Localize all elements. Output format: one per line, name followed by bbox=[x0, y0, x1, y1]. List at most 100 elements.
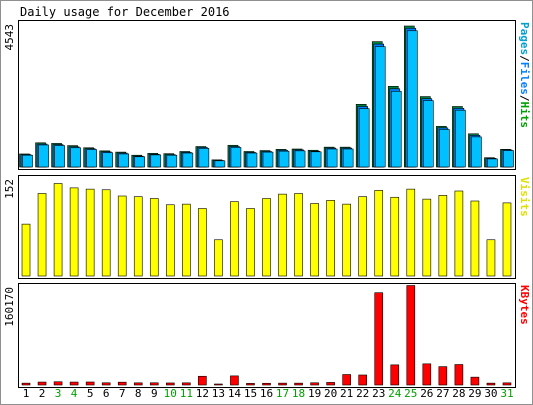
panel-visits: 152 Visits bbox=[3, 175, 531, 279]
x-tick-label-day-19: 19 bbox=[308, 387, 321, 400]
bar-visits-visits-day-17 bbox=[278, 193, 287, 277]
bar-kbytes-kbytes-day-10 bbox=[166, 382, 175, 386]
x-tick-label-day-5: 5 bbox=[87, 387, 94, 400]
bar-visits-visits-day-11 bbox=[182, 203, 191, 277]
bar-hits-pages-day-15 bbox=[246, 152, 258, 168]
bar-kbytes-kbytes-day-3 bbox=[53, 381, 63, 386]
x-tick-label-day-15: 15 bbox=[244, 387, 257, 400]
x-tick-label-day-4: 4 bbox=[71, 387, 78, 400]
x-tick-label-day-30: 30 bbox=[484, 387, 497, 400]
bar-hits-pages-day-3 bbox=[54, 145, 65, 168]
bar-kbytes-kbytes-day-31 bbox=[502, 382, 512, 386]
bar-visits-visits-day-16 bbox=[262, 198, 271, 277]
bar-kbytes-kbytes-day-24 bbox=[390, 364, 400, 386]
bar-visits-visits-day-15 bbox=[246, 208, 255, 277]
bar-visits-visits-day-29 bbox=[470, 200, 480, 277]
bar-visits-visits-day-13 bbox=[214, 239, 223, 277]
x-tick-label-day-9: 9 bbox=[151, 387, 158, 400]
bar-visits-visits-day-6 bbox=[101, 189, 111, 277]
bar-visits-visits-day-7 bbox=[117, 195, 127, 277]
panel-hits: 4543 Pages/Files/Hits bbox=[3, 20, 531, 170]
bar-kbytes-kbytes-day-4 bbox=[69, 381, 79, 386]
bar-hits-pages-day-18 bbox=[294, 150, 306, 168]
x-tick-label-day-20: 20 bbox=[324, 387, 337, 400]
x-tick-label-day-29: 29 bbox=[468, 387, 481, 400]
bar-hits-pages-day-16 bbox=[262, 151, 274, 168]
panel-hits-ylabel-part: Files bbox=[518, 62, 531, 95]
bar-visits-visits-day-28 bbox=[454, 190, 464, 277]
bar-kbytes-kbytes-day-5 bbox=[85, 381, 95, 386]
bar-kbytes-kbytes-day-30 bbox=[486, 382, 496, 386]
bar-hits-pages-day-17 bbox=[278, 150, 290, 168]
bar-hits-pages-day-13 bbox=[214, 160, 226, 168]
bar-visits-visits-day-21 bbox=[342, 203, 351, 277]
bar-hits-pages-day-14 bbox=[230, 147, 242, 168]
panel-kbytes-ylabel-part: KBytes bbox=[518, 285, 531, 325]
bar-visits-visits-day-4 bbox=[69, 187, 79, 277]
bar-kbytes-kbytes-day-29 bbox=[470, 376, 480, 386]
bar-kbytes-kbytes-day-14 bbox=[230, 375, 239, 386]
bar-kbytes-kbytes-day-25 bbox=[406, 285, 416, 386]
bar-hits-pages-day-5 bbox=[86, 149, 97, 168]
x-tick-label-day-12: 12 bbox=[196, 387, 209, 400]
bar-kbytes-kbytes-day-8 bbox=[133, 382, 143, 386]
bar-kbytes-kbytes-day-23 bbox=[374, 292, 384, 386]
bar-kbytes-kbytes-day-7 bbox=[117, 381, 127, 386]
bar-visits-visits-day-30 bbox=[486, 239, 496, 277]
bar-kbytes-kbytes-day-16 bbox=[262, 382, 271, 386]
x-tick-label-day-16: 16 bbox=[260, 387, 273, 400]
bar-visits-visits-day-2 bbox=[37, 193, 47, 277]
bar-visits-visits-day-23 bbox=[374, 190, 384, 277]
panel-hits-ylabel-part: Pages bbox=[518, 22, 531, 55]
bar-hits-pages-day-20 bbox=[326, 148, 338, 168]
bar-hits-pages-day-2 bbox=[38, 144, 49, 168]
panel-hits-ylabel: Pages/Files/Hits bbox=[518, 22, 531, 128]
x-tick-label-day-26: 26 bbox=[420, 387, 433, 400]
bar-kbytes-kbytes-day-28 bbox=[454, 364, 464, 386]
bar-hits-pages-day-12 bbox=[198, 148, 210, 168]
panel-hits-max-label: 4543 bbox=[3, 24, 16, 51]
bar-visits-visits-day-19 bbox=[310, 203, 319, 277]
bar-visits-visits-day-26 bbox=[422, 198, 432, 277]
bar-kbytes-kbytes-day-22 bbox=[358, 374, 367, 386]
x-tick-label-day-10: 10 bbox=[164, 387, 177, 400]
bar-kbytes-kbytes-day-15 bbox=[246, 383, 255, 386]
panel-hits-ylabel-part: / bbox=[518, 95, 531, 102]
bar-kbytes-kbytes-day-12 bbox=[198, 375, 207, 386]
bar-kbytes-kbytes-day-13 bbox=[214, 383, 223, 386]
x-tick-label-day-13: 13 bbox=[212, 387, 225, 400]
bar-visits-visits-day-12 bbox=[198, 208, 207, 277]
bar-kbytes-kbytes-day-11 bbox=[182, 382, 191, 386]
x-tick-label-day-18: 18 bbox=[292, 387, 305, 400]
bar-kbytes-kbytes-day-20 bbox=[326, 382, 335, 386]
bar-kbytes-kbytes-day-27 bbox=[438, 366, 448, 386]
bar-kbytes-kbytes-day-9 bbox=[149, 382, 159, 386]
bar-visits-visits-day-5 bbox=[85, 188, 95, 277]
bar-hits-pages-day-6 bbox=[102, 152, 113, 168]
bar-hits-pages-day-4 bbox=[70, 147, 81, 168]
x-tick-label-day-24: 24 bbox=[388, 387, 402, 400]
x-tick-label-day-6: 6 bbox=[103, 387, 110, 400]
bar-hits-pages-day-29 bbox=[471, 136, 482, 168]
panel-hits-ylabel-part: / bbox=[518, 55, 531, 62]
bar-hits-pages-day-11 bbox=[182, 152, 194, 168]
x-tick-label-day-21: 21 bbox=[340, 387, 353, 400]
x-tick-label-day-23: 23 bbox=[372, 387, 385, 400]
panel-visits-ylabel-part: Visits bbox=[518, 177, 531, 217]
x-tick-label-day-7: 7 bbox=[119, 387, 126, 400]
bar-hits-pages-day-8 bbox=[134, 156, 146, 168]
bar-hits-pages-day-31 bbox=[503, 150, 514, 168]
x-tick-label-day-27: 27 bbox=[436, 387, 449, 400]
bar-kbytes-kbytes-day-2 bbox=[37, 381, 47, 386]
x-axis: 1 2 3 4 5 6 7 8 9 10 11 12 13 14 15 16 17 18 19 20 21 22 23 24 2… bbox=[23, 387, 514, 400]
bar-visits-visits-day-9 bbox=[149, 198, 159, 277]
bar-visits-visits-day-22 bbox=[358, 196, 367, 277]
bar-hits-pages-day-23 bbox=[374, 46, 386, 168]
panel-hits-ylabel-part: Hits bbox=[518, 102, 531, 129]
bar-hits-pages-day-10 bbox=[166, 154, 178, 168]
bar-visits-visits-day-25 bbox=[406, 188, 416, 277]
bar-hits-pages-day-27 bbox=[439, 129, 450, 168]
x-tick-label-day-8: 8 bbox=[135, 387, 142, 400]
